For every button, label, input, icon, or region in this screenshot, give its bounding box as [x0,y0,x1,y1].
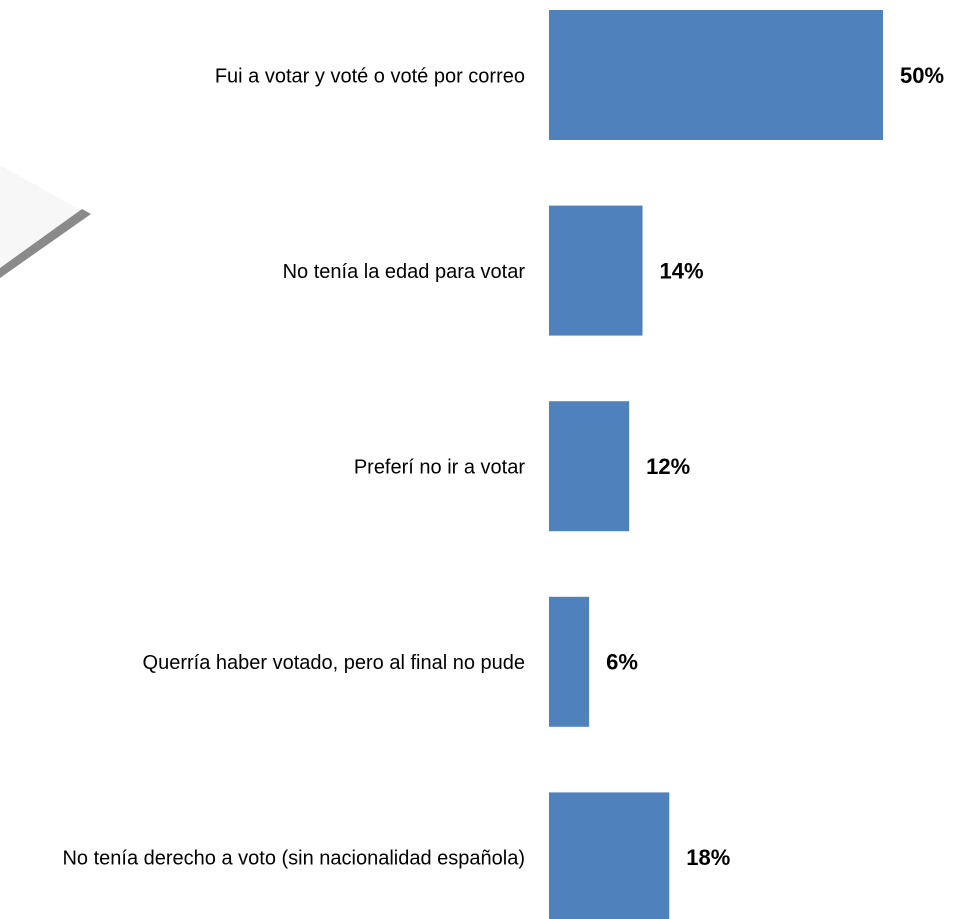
value-label: 6% [606,650,638,675]
bar [549,596,590,727]
value-label: 14% [660,258,704,283]
bar [549,10,883,140]
bar [549,792,670,919]
decoration [0,165,91,278]
value-label: 12% [646,454,690,479]
category-label: Fui a votar y voté o voté por correo [215,65,525,87]
value-label: 18% [686,845,730,870]
category-label: No tenía derecho a voto (sin nacionalida… [62,848,525,870]
bar [549,205,643,336]
plate-top [0,165,90,268]
category-label: Preferí no ir a votar [354,456,526,478]
bar [549,401,630,532]
category-label: Querría haber votado, pero al final no p… [143,652,525,674]
plate-edge [0,209,91,278]
category-label: No tenía la edad para votar [283,261,526,283]
value-label: 50% [900,63,944,88]
